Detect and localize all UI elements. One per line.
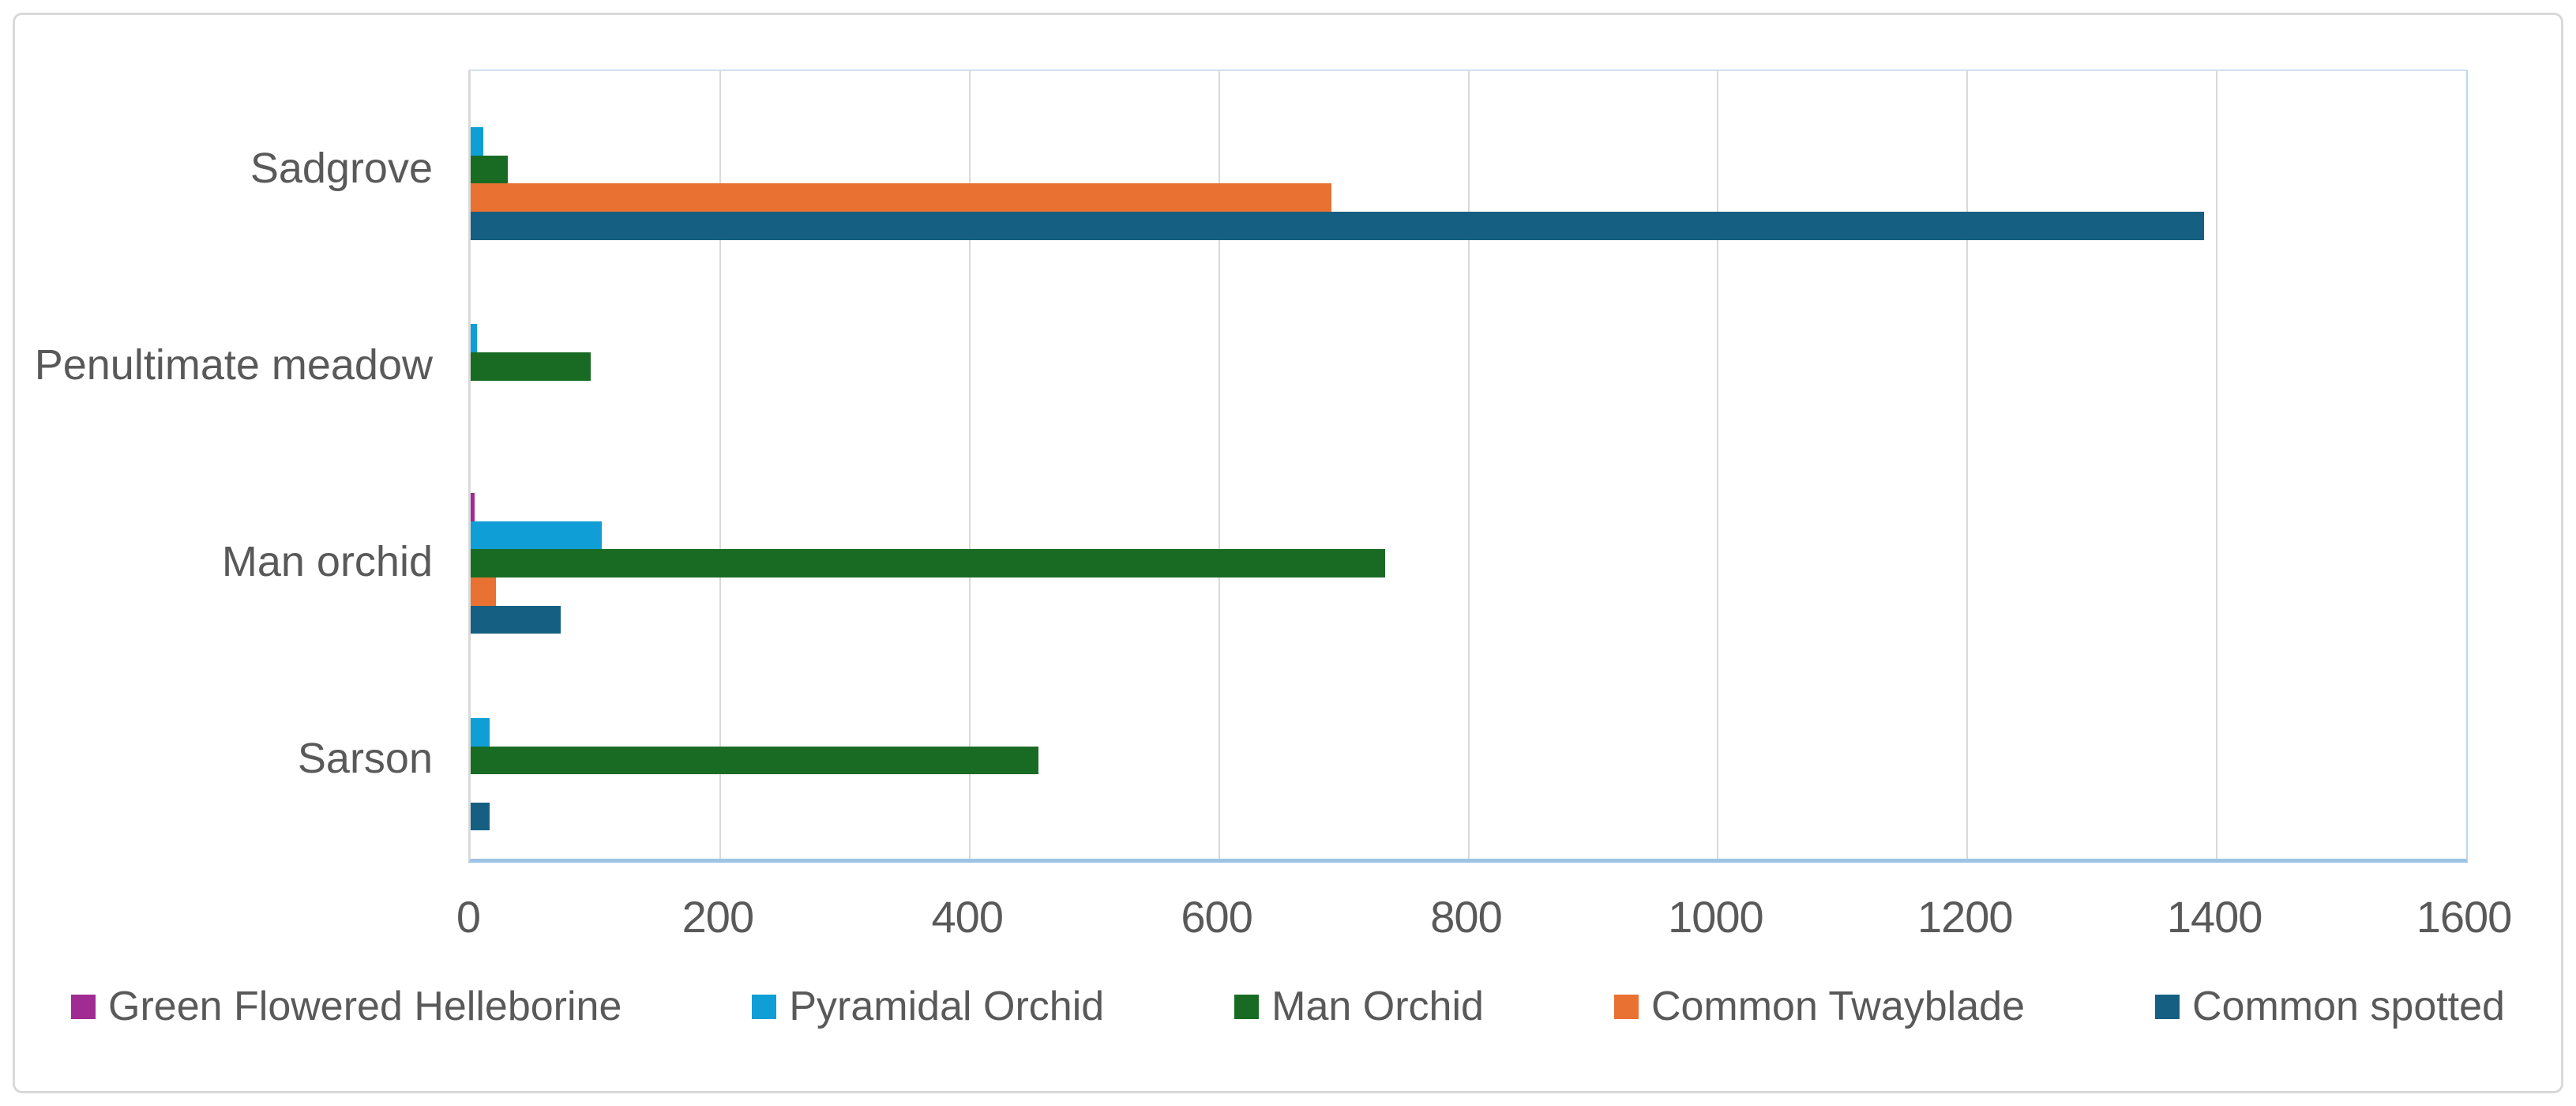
bar-common-twayblade — [471, 183, 1331, 213]
gridline — [1218, 71, 1220, 859]
x-tick-label: 800 — [1430, 892, 1502, 942]
x-tick-label: 600 — [1181, 892, 1252, 942]
category-label: Penultimate meadow — [34, 340, 433, 389]
category-label: Sarson — [297, 735, 433, 783]
x-tick-label: 400 — [931, 892, 1004, 942]
bar-man-orchid — [471, 746, 1038, 775]
bar-pyramidal-orchid — [471, 324, 477, 353]
legend: Green Flowered Helleborine Pyramidal Orch… — [0, 986, 2576, 1027]
legend-label: Man Orchid — [1271, 984, 1484, 1029]
bar-pyramidal-orchid — [471, 717, 490, 747]
bar-pyramidal-orchid — [471, 521, 602, 550]
gridline — [2216, 71, 2218, 859]
legend-swatch-icon — [1234, 994, 1260, 1019]
legend-item: Pyramidal Orchid — [752, 986, 1104, 1027]
bar-common-spotted — [471, 802, 490, 831]
legend-item: Common spotted — [2155, 986, 2505, 1027]
legend-item: Man Orchid — [1234, 986, 1484, 1027]
legend-swatch-icon — [2155, 994, 2180, 1019]
bar-man-orchid — [471, 352, 591, 381]
gridline — [1717, 71, 1719, 859]
legend-label: Green Flowered Helleborine — [108, 984, 622, 1029]
bar-green-flowered-helleborine — [471, 493, 475, 521]
gridline — [968, 71, 971, 859]
gridline — [1467, 71, 1470, 859]
legend-label: Common Twayblade — [1650, 984, 2025, 1029]
bar-pyramidal-orchid — [471, 127, 483, 156]
category-label: Sadgrove — [250, 144, 433, 192]
legend-swatch-icon — [752, 994, 777, 1019]
bar-common-spotted — [471, 605, 561, 634]
bar-common-twayblade — [471, 577, 496, 606]
plot-area — [468, 70, 2468, 863]
legend-item: Green Flowered Helleborine — [71, 986, 621, 1027]
x-tick-label: 200 — [682, 892, 754, 942]
bar-man-orchid — [471, 549, 1385, 577]
gridline — [719, 71, 721, 859]
legend-swatch-icon — [1613, 994, 1639, 1019]
bar-man-orchid — [471, 155, 509, 184]
bar-common-spotted — [471, 212, 2205, 240]
x-tick-label: 1600 — [2416, 892, 2513, 942]
gridline — [1966, 71, 1969, 859]
x-tick-label: 0 — [456, 892, 481, 942]
legend-item: Common Twayblade — [1613, 984, 2025, 1029]
x-tick-label: 1000 — [1668, 892, 1764, 942]
x-tick-label: 1200 — [1917, 892, 2014, 942]
legend-label: Pyramidal Orchid — [789, 984, 1105, 1029]
category-label: Man orchid — [221, 538, 433, 586]
legend-swatch-icon — [71, 994, 96, 1019]
x-tick-label: 1400 — [2166, 892, 2263, 942]
legend-label: Common spotted — [2192, 984, 2505, 1029]
